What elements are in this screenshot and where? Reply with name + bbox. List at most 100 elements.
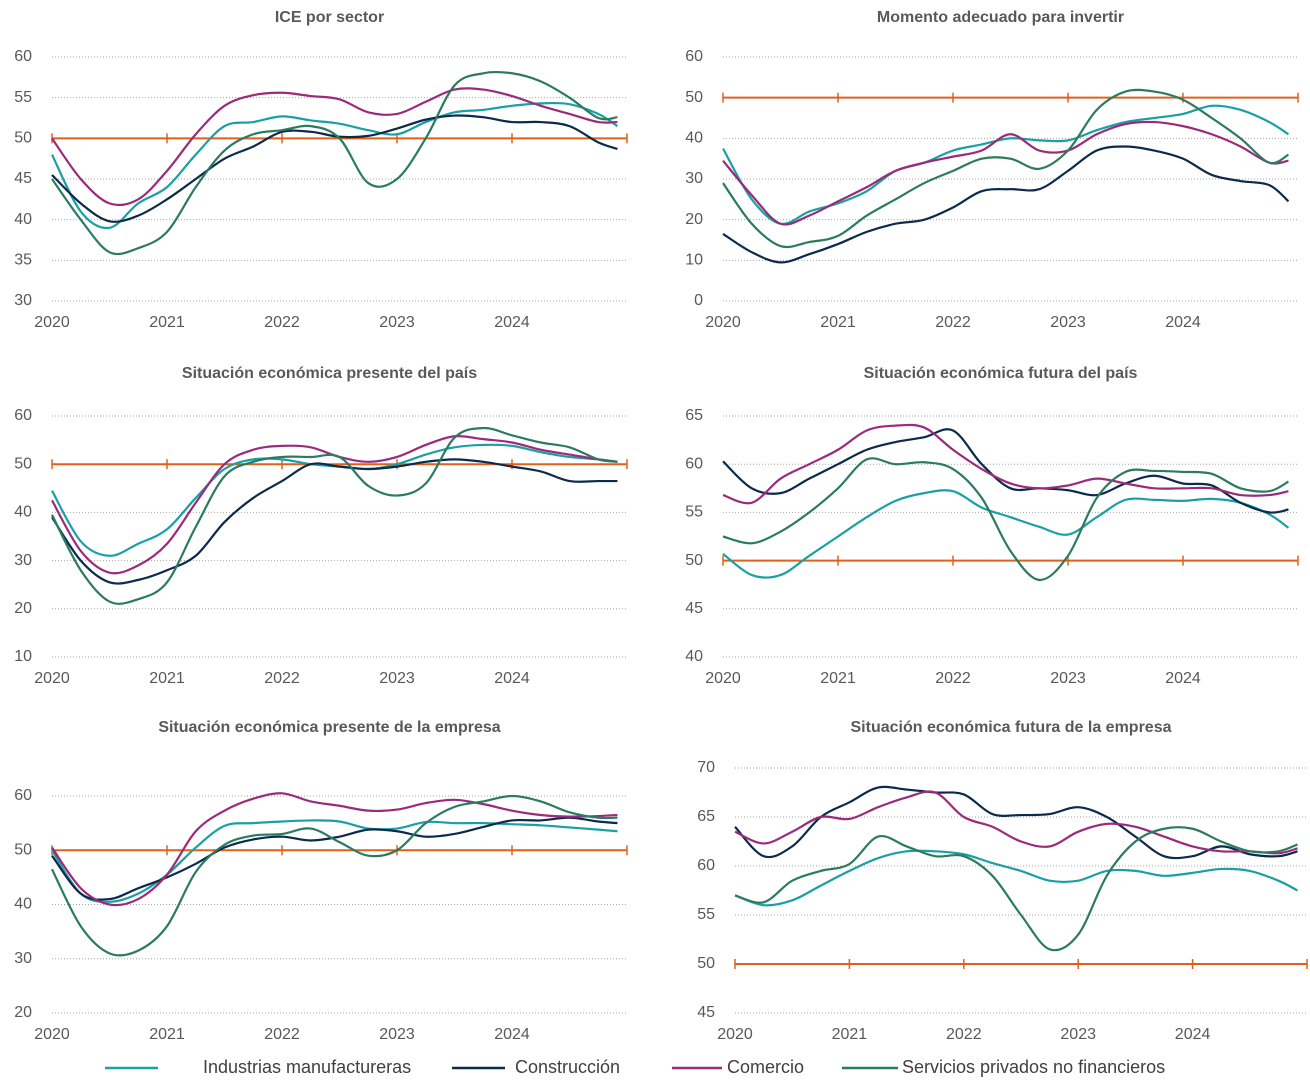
panel-title: Situación económica futura del país (864, 365, 1138, 382)
y-tick-label: 30 (685, 170, 703, 187)
x-tick-label: 2022 (946, 1026, 982, 1043)
x-tick-label: 2021 (832, 1026, 868, 1043)
y-tick-label: 50 (697, 955, 715, 972)
panel: Situación económica presente de la empre… (14, 719, 628, 1043)
y-tick-label: 30 (14, 950, 32, 967)
series-line (51, 434, 618, 575)
x-tick-label: 2020 (717, 1026, 753, 1043)
series-line (722, 457, 1289, 581)
series-line (51, 87, 618, 207)
y-tick-label: 60 (697, 857, 715, 874)
x-tick-label: 2023 (1050, 670, 1086, 687)
series-line (722, 88, 1290, 249)
x-tick-label: 2021 (820, 314, 856, 331)
x-tick-label: 2020 (705, 670, 741, 687)
series-line (722, 428, 1289, 514)
panel: Momento adecuado para invertir 0 10 20 30 40 5… (685, 9, 1299, 331)
y-tick-label: 40 (14, 504, 32, 521)
series-line (51, 443, 618, 557)
series-line (722, 120, 1289, 226)
x-tick-label: 2024 (1175, 1026, 1211, 1043)
series-line (51, 792, 618, 907)
panel-title: Momento adecuado para invertir (877, 9, 1124, 26)
legend-label: Industrias manufactureras (203, 1057, 411, 1077)
x-tick-label: 2023 (1050, 314, 1086, 331)
x-tick-label: 2022 (935, 670, 971, 687)
y-tick-label: 40 (685, 648, 703, 665)
series-line (51, 458, 618, 585)
y-tick-label: 60 (685, 48, 703, 65)
x-tick-label: 2023 (379, 314, 415, 331)
legend: Industrias manufactureras Construcción Com… (105, 1057, 1165, 1077)
series-line (734, 849, 1299, 907)
x-tick-label: 2022 (935, 314, 971, 331)
panel: ICE por sector 30 35 40 45 50 55 60 2020 2021 2022… (14, 9, 628, 331)
series-line (722, 489, 1290, 579)
y-tick-label: 50 (685, 89, 703, 106)
x-tick-label: 2023 (1060, 1026, 1096, 1043)
series-line (51, 114, 618, 223)
y-tick-label: 20 (14, 600, 32, 617)
series-line (734, 790, 1298, 855)
x-tick-label: 2023 (379, 670, 415, 687)
legend-label: Comercio (727, 1057, 804, 1077)
x-tick-label: 2023 (379, 1026, 415, 1043)
series-line (51, 816, 618, 901)
x-tick-label: 2024 (1165, 314, 1201, 331)
panel-title: ICE por sector (275, 9, 384, 26)
y-tick-label: 65 (685, 407, 703, 424)
x-tick-label: 2022 (264, 314, 300, 331)
y-tick-label: 70 (697, 759, 715, 776)
y-tick-label: 50 (14, 130, 32, 147)
x-tick-label: 2024 (494, 314, 530, 331)
series-line (734, 826, 1298, 952)
y-tick-label: 45 (685, 600, 703, 617)
x-tick-label: 2022 (264, 1026, 300, 1043)
y-tick-label: 10 (685, 252, 703, 269)
y-tick-label: 50 (685, 552, 703, 569)
y-tick-label: 40 (14, 211, 32, 228)
y-tick-label: 20 (14, 1004, 32, 1021)
series-line (722, 423, 1289, 505)
x-tick-label: 2021 (149, 314, 185, 331)
y-tick-label: 55 (697, 906, 715, 923)
legend-label: Construcción (515, 1057, 620, 1077)
y-tick-label: 45 (14, 170, 32, 187)
y-tick-label: 60 (14, 48, 32, 65)
x-tick-label: 2024 (494, 670, 530, 687)
y-tick-label: 35 (14, 252, 32, 269)
series-line (734, 785, 1298, 860)
y-tick-label: 10 (14, 648, 32, 665)
y-tick-label: 0 (694, 292, 703, 309)
y-tick-label: 50 (14, 455, 32, 472)
y-tick-label: 50 (14, 841, 32, 858)
series-line (722, 104, 1290, 226)
panel-title: Situación económica presente de la empre… (158, 719, 500, 736)
x-tick-label: 2021 (820, 670, 856, 687)
y-tick-label: 30 (14, 292, 32, 309)
y-tick-label: 55 (14, 89, 32, 106)
series-line (51, 819, 618, 903)
x-tick-label: 2021 (149, 670, 185, 687)
x-tick-label: 2024 (1165, 670, 1201, 687)
y-tick-label: 55 (685, 504, 703, 521)
x-tick-label: 2024 (494, 1026, 530, 1043)
y-tick-label: 45 (697, 1004, 715, 1021)
legend-label: Servicios privados no financieros (902, 1057, 1165, 1077)
x-tick-label: 2021 (149, 1026, 185, 1043)
y-tick-label: 60 (14, 407, 32, 424)
panel-title: Situación económica futura de la empresa (851, 719, 1172, 736)
x-tick-label: 2020 (34, 670, 70, 687)
x-tick-label: 2022 (264, 670, 300, 687)
y-tick-label: 40 (685, 130, 703, 147)
series-line (51, 794, 618, 957)
x-tick-label: 2020 (34, 1026, 70, 1043)
panel: Situación económica futura de la empresa… (697, 719, 1308, 1043)
panel: Situación económica futura del país 40 45 5… (685, 365, 1299, 687)
panel: Situación económica presente del país102… (14, 365, 628, 687)
y-tick-label: 65 (697, 808, 715, 825)
x-tick-label: 2020 (34, 314, 70, 331)
y-tick-label: 60 (685, 455, 703, 472)
series-line (51, 70, 618, 256)
